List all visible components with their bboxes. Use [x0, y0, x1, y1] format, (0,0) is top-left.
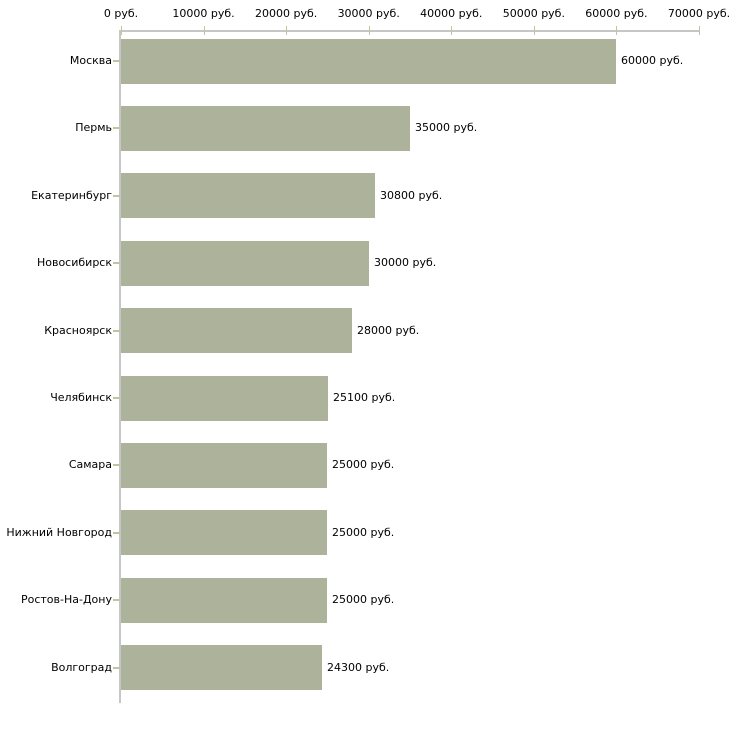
bar	[121, 645, 322, 690]
bar	[121, 241, 369, 286]
x-axis-tick-mark	[699, 26, 700, 35]
value-label: 60000 руб.	[621, 54, 684, 67]
x-axis-tick-label: 40000 руб.	[420, 7, 483, 20]
value-label: 25000 руб.	[332, 526, 395, 539]
value-label: 25000 руб.	[332, 593, 395, 606]
x-axis-tick-label: 30000 руб.	[337, 7, 400, 20]
category-label: Самара	[68, 458, 112, 471]
category-tick-mark	[113, 667, 120, 669]
category-label: Екатеринбург	[31, 189, 112, 202]
value-label: 24300 руб.	[327, 661, 390, 674]
x-axis-tick-mark	[286, 26, 287, 35]
x-axis-tick-label: 70000 руб.	[667, 7, 730, 20]
category-tick-mark	[113, 262, 120, 264]
bar	[121, 578, 327, 623]
category-label: Челябинск	[50, 391, 112, 404]
category-label: Москва	[69, 54, 112, 67]
value-label: 35000 руб.	[415, 121, 478, 134]
category-tick-mark	[113, 599, 120, 601]
category-label: Ростов-На-Дону	[20, 593, 112, 606]
x-axis-tick-mark	[451, 26, 452, 35]
category-label: Новосибирск	[36, 256, 112, 269]
x-axis-tick-mark	[204, 26, 205, 35]
x-axis-line	[121, 30, 700, 32]
category-tick-mark	[113, 195, 120, 197]
bar	[121, 510, 327, 555]
category-label: Пермь	[75, 121, 112, 134]
category-label: Красноярск	[44, 324, 112, 337]
value-label: 30000 руб.	[374, 256, 437, 269]
category-tick-mark	[113, 397, 120, 399]
x-axis-tick-label: 0 руб.	[103, 7, 139, 20]
bar	[121, 376, 328, 421]
bar	[121, 173, 375, 218]
x-axis-tick-mark	[616, 26, 617, 35]
category-tick-mark	[113, 532, 120, 534]
bar	[121, 308, 352, 353]
category-label: Нижний Новгород	[6, 526, 112, 539]
category-label: Волгоград	[51, 661, 112, 674]
bar	[121, 443, 327, 488]
category-tick-mark	[113, 127, 120, 129]
category-tick-mark	[113, 464, 120, 466]
value-label: 25000 руб.	[332, 458, 395, 471]
bar	[121, 39, 616, 84]
value-label: 28000 руб.	[357, 324, 420, 337]
value-label: 30800 руб.	[380, 189, 443, 202]
category-tick-mark	[113, 330, 120, 332]
value-label: 25100 руб.	[333, 391, 396, 404]
x-axis-tick-label: 10000 руб.	[172, 7, 235, 20]
bar	[121, 106, 410, 151]
x-axis-tick-mark	[369, 26, 370, 35]
x-axis-tick-label: 50000 руб.	[502, 7, 565, 20]
y-axis-line	[119, 30, 121, 703]
x-axis-tick-mark	[534, 26, 535, 35]
x-axis-tick-label: 20000 руб.	[255, 7, 318, 20]
category-tick-mark	[113, 60, 120, 62]
x-axis-tick-mark	[121, 26, 122, 35]
x-axis-tick-label: 60000 руб.	[585, 7, 648, 20]
